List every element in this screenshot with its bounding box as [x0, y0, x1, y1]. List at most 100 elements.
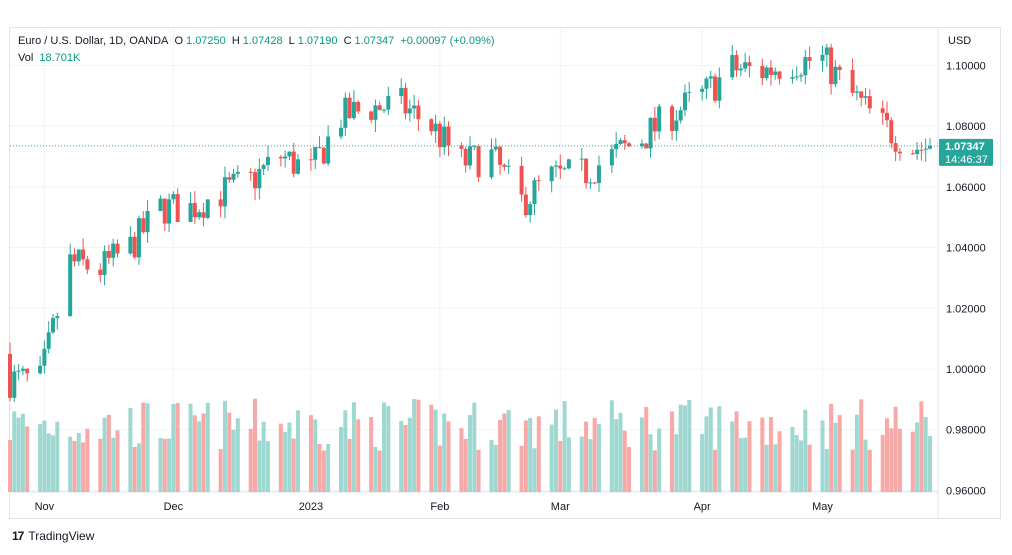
volume-bar — [579, 436, 584, 492]
candle-body — [532, 180, 537, 205]
legend-volume: Vol 18.701K — [18, 52, 83, 64]
volume-bar — [412, 399, 417, 492]
volume-bar — [459, 428, 464, 492]
volume-bar — [743, 437, 748, 492]
candle-body — [738, 68, 743, 71]
candle-body — [476, 146, 481, 178]
candle-body — [317, 147, 322, 149]
volume-bar — [407, 417, 412, 492]
candle-body — [777, 71, 782, 79]
volume-bar — [644, 407, 649, 492]
candle-body — [111, 243, 116, 258]
candle-body — [437, 123, 442, 148]
candle-body — [261, 165, 266, 169]
candle-body — [833, 66, 838, 85]
volume-bar — [829, 403, 834, 492]
candle-body — [308, 159, 313, 161]
volume-bar — [553, 409, 558, 492]
candle-body — [25, 368, 30, 374]
legend-close: 1.07347 — [354, 35, 395, 47]
candle-body — [639, 143, 644, 147]
candle-body — [553, 165, 558, 167]
y-tick-label: 1.04000 — [946, 243, 986, 255]
legend-symbol[interactable]: Euro / U.S. Dollar, 1D, OANDA — [18, 35, 169, 47]
candle-body — [579, 158, 584, 160]
volume-bar — [377, 450, 382, 492]
volume-bar — [532, 448, 537, 492]
candle-body — [218, 199, 223, 207]
candle-body — [72, 254, 77, 262]
volume-bar — [162, 438, 167, 492]
y-tick-label: 1.06000 — [946, 182, 986, 194]
volume-bar — [76, 432, 81, 492]
volume-bar — [50, 435, 55, 492]
volume-bar — [369, 417, 374, 492]
volume-bar — [760, 417, 765, 492]
candle-body — [596, 165, 601, 184]
legend-low-label: L — [288, 35, 295, 47]
volume-bar — [12, 411, 17, 492]
candle-body — [910, 153, 915, 155]
candle-body — [799, 75, 804, 77]
candle-body — [399, 87, 404, 97]
candle-body — [558, 165, 563, 169]
candle-body — [468, 146, 472, 166]
volume-bar — [8, 439, 12, 492]
volume-bar — [803, 409, 808, 492]
last-price-badge — [939, 138, 993, 166]
candle-body — [592, 182, 597, 184]
candle-body — [16, 370, 21, 372]
tradingview-footer[interactable]: 17 TradingView — [12, 529, 94, 543]
candle-body — [433, 123, 438, 132]
volume-bar — [356, 419, 361, 492]
volume-bar — [549, 424, 554, 492]
volume-bar — [652, 450, 657, 492]
volume-bar — [928, 435, 932, 492]
volume-bar — [115, 430, 120, 492]
volume-bar — [192, 415, 197, 492]
candle-body — [407, 108, 412, 114]
volume-bar — [867, 449, 872, 492]
tradingview-logo-icon: 17 — [12, 529, 24, 543]
candle-body — [622, 140, 627, 144]
candle-body — [287, 151, 292, 157]
candle-body — [528, 204, 533, 216]
volume-bar — [20, 413, 25, 492]
candle-body — [820, 54, 825, 61]
volume-bar — [850, 449, 855, 492]
volume-bar — [313, 419, 318, 492]
legend-high-label: H — [231, 35, 240, 47]
candle-body — [106, 250, 111, 258]
volume-bar — [317, 443, 322, 492]
volume-bar — [446, 421, 451, 492]
legend-change: +0.00097 (+0.09%) — [400, 35, 495, 47]
bar-countdown: 14:46:37 — [945, 154, 988, 166]
volume-bar — [854, 414, 859, 492]
candle-body — [768, 67, 773, 75]
candle-body — [773, 71, 778, 75]
volume-bar — [416, 399, 421, 492]
legend-ohlc: Euro / U.S. Dollar, 1D, OANDA O 1.07250 H… — [18, 35, 498, 47]
candle-body — [68, 254, 73, 317]
candle-body — [708, 76, 713, 79]
volume-bar — [885, 418, 890, 492]
candle-body — [98, 269, 103, 275]
volume-bar — [833, 422, 838, 492]
candle-body — [588, 182, 593, 184]
candle-body — [854, 91, 859, 93]
candle-body — [790, 77, 795, 79]
volume-bar — [158, 437, 163, 492]
y-tick-label: 1.08000 — [946, 121, 986, 133]
volume-bar — [386, 406, 391, 492]
volume-bar — [248, 428, 253, 492]
candle-body — [506, 165, 511, 167]
volume-bar — [799, 440, 804, 492]
volume-bar — [42, 420, 47, 492]
volume-bar — [592, 417, 597, 492]
volume-bar — [265, 441, 270, 492]
volume-bar — [235, 418, 240, 492]
candle-body — [627, 143, 632, 147]
volume-bar — [205, 402, 210, 492]
candle-body — [296, 159, 301, 174]
